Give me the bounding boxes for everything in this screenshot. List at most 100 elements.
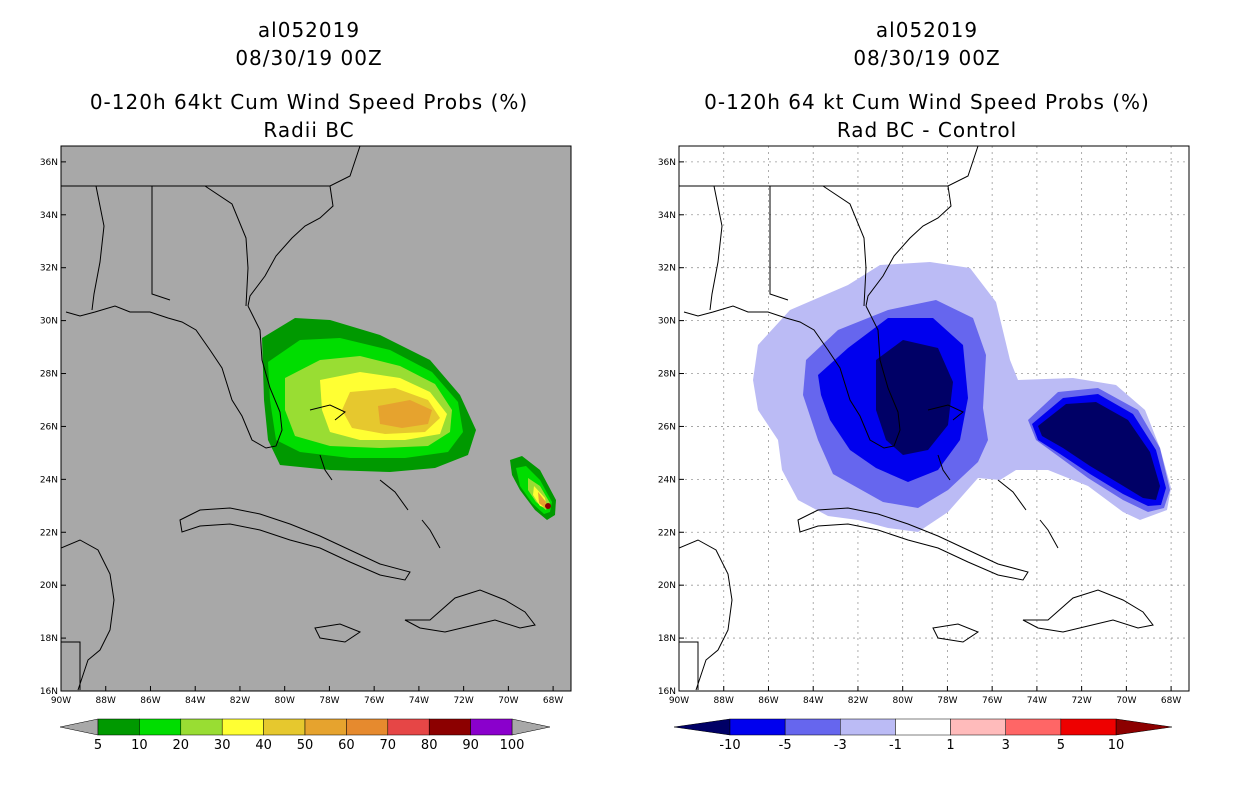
colorbar-label: 5 bbox=[1057, 738, 1065, 753]
left-product-title: 0-120h 64kt Cum Wind Speed Probs (%) bbox=[89, 90, 529, 114]
left-lat-label: 24N bbox=[40, 475, 58, 485]
prob-contour-50-east bbox=[538, 492, 546, 508]
colorbar-swatch bbox=[97, 718, 140, 736]
colorbar-label: 5 bbox=[94, 738, 102, 753]
diff-contour-minus-10-east bbox=[1038, 402, 1160, 500]
right-lat-label: 16N bbox=[658, 687, 676, 697]
colorbar-under-triangle bbox=[59, 718, 99, 736]
colorbar-label: -5 bbox=[779, 738, 792, 753]
right-panel: al052019 08/30/19 00Z 0-120h 64 kt Cum W… bbox=[618, 0, 1236, 800]
diff-contour-minus-10 bbox=[876, 340, 953, 455]
colorbar-swatch bbox=[346, 718, 389, 736]
right-lon-label: 72W bbox=[1071, 696, 1091, 706]
right-colorbar: -10 -5 -3 -1 1 3 5 10 bbox=[673, 718, 1173, 753]
colorbar-swatch bbox=[729, 718, 786, 736]
colorbar-swatch bbox=[895, 718, 951, 736]
left-map-frame bbox=[60, 145, 572, 692]
colorbar-swatch bbox=[470, 718, 513, 736]
left-lat-label: 18N bbox=[40, 634, 58, 644]
right-lon-label: 70W bbox=[1116, 696, 1136, 706]
colorbar-label: 70 bbox=[380, 738, 397, 753]
colorbar-label: 10 bbox=[1108, 738, 1125, 753]
right-product-title: 0-120h 64 kt Cum Wind Speed Probs (%) bbox=[704, 90, 1150, 114]
left-lat-label: 30N bbox=[40, 317, 58, 327]
right-lon-label: 82W bbox=[848, 696, 868, 706]
colorbar-swatch bbox=[1005, 718, 1062, 736]
left-lon-label: 68W bbox=[543, 696, 563, 706]
colorbar-swatch bbox=[1060, 718, 1117, 736]
right-lon-label: 74W bbox=[1027, 696, 1047, 706]
prob-contour-50 bbox=[378, 400, 432, 428]
right-map-frame bbox=[678, 145, 1190, 692]
right-lat-label: 28N bbox=[658, 370, 676, 380]
left-lon-label: 80W bbox=[275, 696, 295, 706]
left-lon-label: 76W bbox=[364, 696, 384, 706]
left-lon-label: 74W bbox=[409, 696, 429, 706]
right-lat-label: 22N bbox=[658, 528, 676, 538]
colorbar-swatch bbox=[304, 718, 347, 736]
colorbar-label: 60 bbox=[338, 738, 355, 753]
left-lat-label: 32N bbox=[40, 264, 58, 274]
colorbar-label: 10 bbox=[131, 738, 148, 753]
left-lat-label: 36N bbox=[40, 158, 58, 168]
colorbar-swatch bbox=[180, 718, 223, 736]
colorbar-label: 80 bbox=[421, 738, 438, 753]
left-panel: al052019 08/30/19 00Z 0-120h 64kt Cum Wi… bbox=[40, 18, 572, 753]
colorbar-label: 90 bbox=[462, 738, 479, 753]
right-lat-label: 32N bbox=[658, 264, 676, 274]
colorbar-label: 1 bbox=[946, 738, 954, 753]
left-coastlines bbox=[61, 146, 536, 691]
colorbar-label: -3 bbox=[834, 738, 847, 753]
colorbar-over-triangle bbox=[1115, 718, 1173, 736]
left-lon-label: 70W bbox=[498, 696, 518, 706]
colorbar-label: 100 bbox=[500, 738, 525, 753]
right-lon-label: 76W bbox=[982, 696, 1002, 706]
right-datetime: 08/30/19 00Z bbox=[853, 46, 1001, 70]
right-lon-label: 78W bbox=[937, 696, 957, 706]
left-lon-label: 90W bbox=[51, 696, 71, 706]
right-lat-label: 18N bbox=[658, 634, 676, 644]
left-subtitle: Radii BC bbox=[263, 118, 355, 142]
left-lat-label: 16N bbox=[40, 687, 58, 697]
prob-contour-80-east bbox=[545, 503, 551, 509]
right-coastlines bbox=[679, 146, 1154, 691]
colorbar-label: -10 bbox=[719, 738, 740, 753]
left-storm-id: al052019 bbox=[257, 18, 361, 42]
colorbar-label: -1 bbox=[889, 738, 902, 753]
left-datetime: 08/30/19 00Z bbox=[235, 46, 383, 70]
colorbar-under-triangle bbox=[673, 718, 731, 736]
right-lon-label: 68W bbox=[1161, 696, 1181, 706]
right-map: 16N 18N 20N 22N 24N 26N 28N 30N 32N 34N 36N 90W 88W 8… bbox=[658, 145, 1190, 753]
colorbar-swatch bbox=[387, 718, 430, 736]
colorbar-swatch bbox=[840, 718, 896, 736]
colorbar-swatch bbox=[263, 718, 306, 736]
colorbar-swatch bbox=[139, 718, 182, 736]
colorbar-label: 50 bbox=[297, 738, 314, 753]
right-lon-label: 90W bbox=[669, 696, 689, 706]
left-map: 16N 18N 20N 22N 24N 26N 28N 30N 32N 34N 36N 90W 88W 8… bbox=[40, 145, 572, 753]
colorbar-swatch bbox=[784, 718, 841, 736]
right-lon-label: 84W bbox=[803, 696, 823, 706]
colorbar-label: 3 bbox=[1002, 738, 1010, 753]
colorbar-swatch bbox=[950, 718, 1006, 736]
right-lon-label: 80W bbox=[893, 696, 913, 706]
colorbar-over-triangle bbox=[511, 718, 551, 736]
right-lat-label: 30N bbox=[658, 317, 676, 327]
left-lon-label: 82W bbox=[230, 696, 250, 706]
left-lat-label: 26N bbox=[40, 422, 58, 432]
right-lat-label: 36N bbox=[658, 158, 676, 168]
right-lat-label: 20N bbox=[658, 581, 676, 591]
colorbar-label: 20 bbox=[173, 738, 190, 753]
left-lat-label: 22N bbox=[40, 528, 58, 538]
colorbar-label: 30 bbox=[214, 738, 231, 753]
colorbar-label: 40 bbox=[255, 738, 272, 753]
right-subtitle: Rad BC - Control bbox=[836, 118, 1018, 142]
right-storm-id: al052019 bbox=[875, 18, 979, 42]
left-lon-label: 72W bbox=[453, 696, 473, 706]
right-lat-label: 34N bbox=[658, 211, 676, 221]
left-lat-label: 20N bbox=[40, 581, 58, 591]
right-lat-label: 24N bbox=[658, 475, 676, 485]
left-colorbar: 5 10 20 30 40 50 60 70 80 90 100 bbox=[59, 718, 551, 753]
left-lon-label: 84W bbox=[185, 696, 205, 706]
right-grid bbox=[679, 146, 1189, 691]
